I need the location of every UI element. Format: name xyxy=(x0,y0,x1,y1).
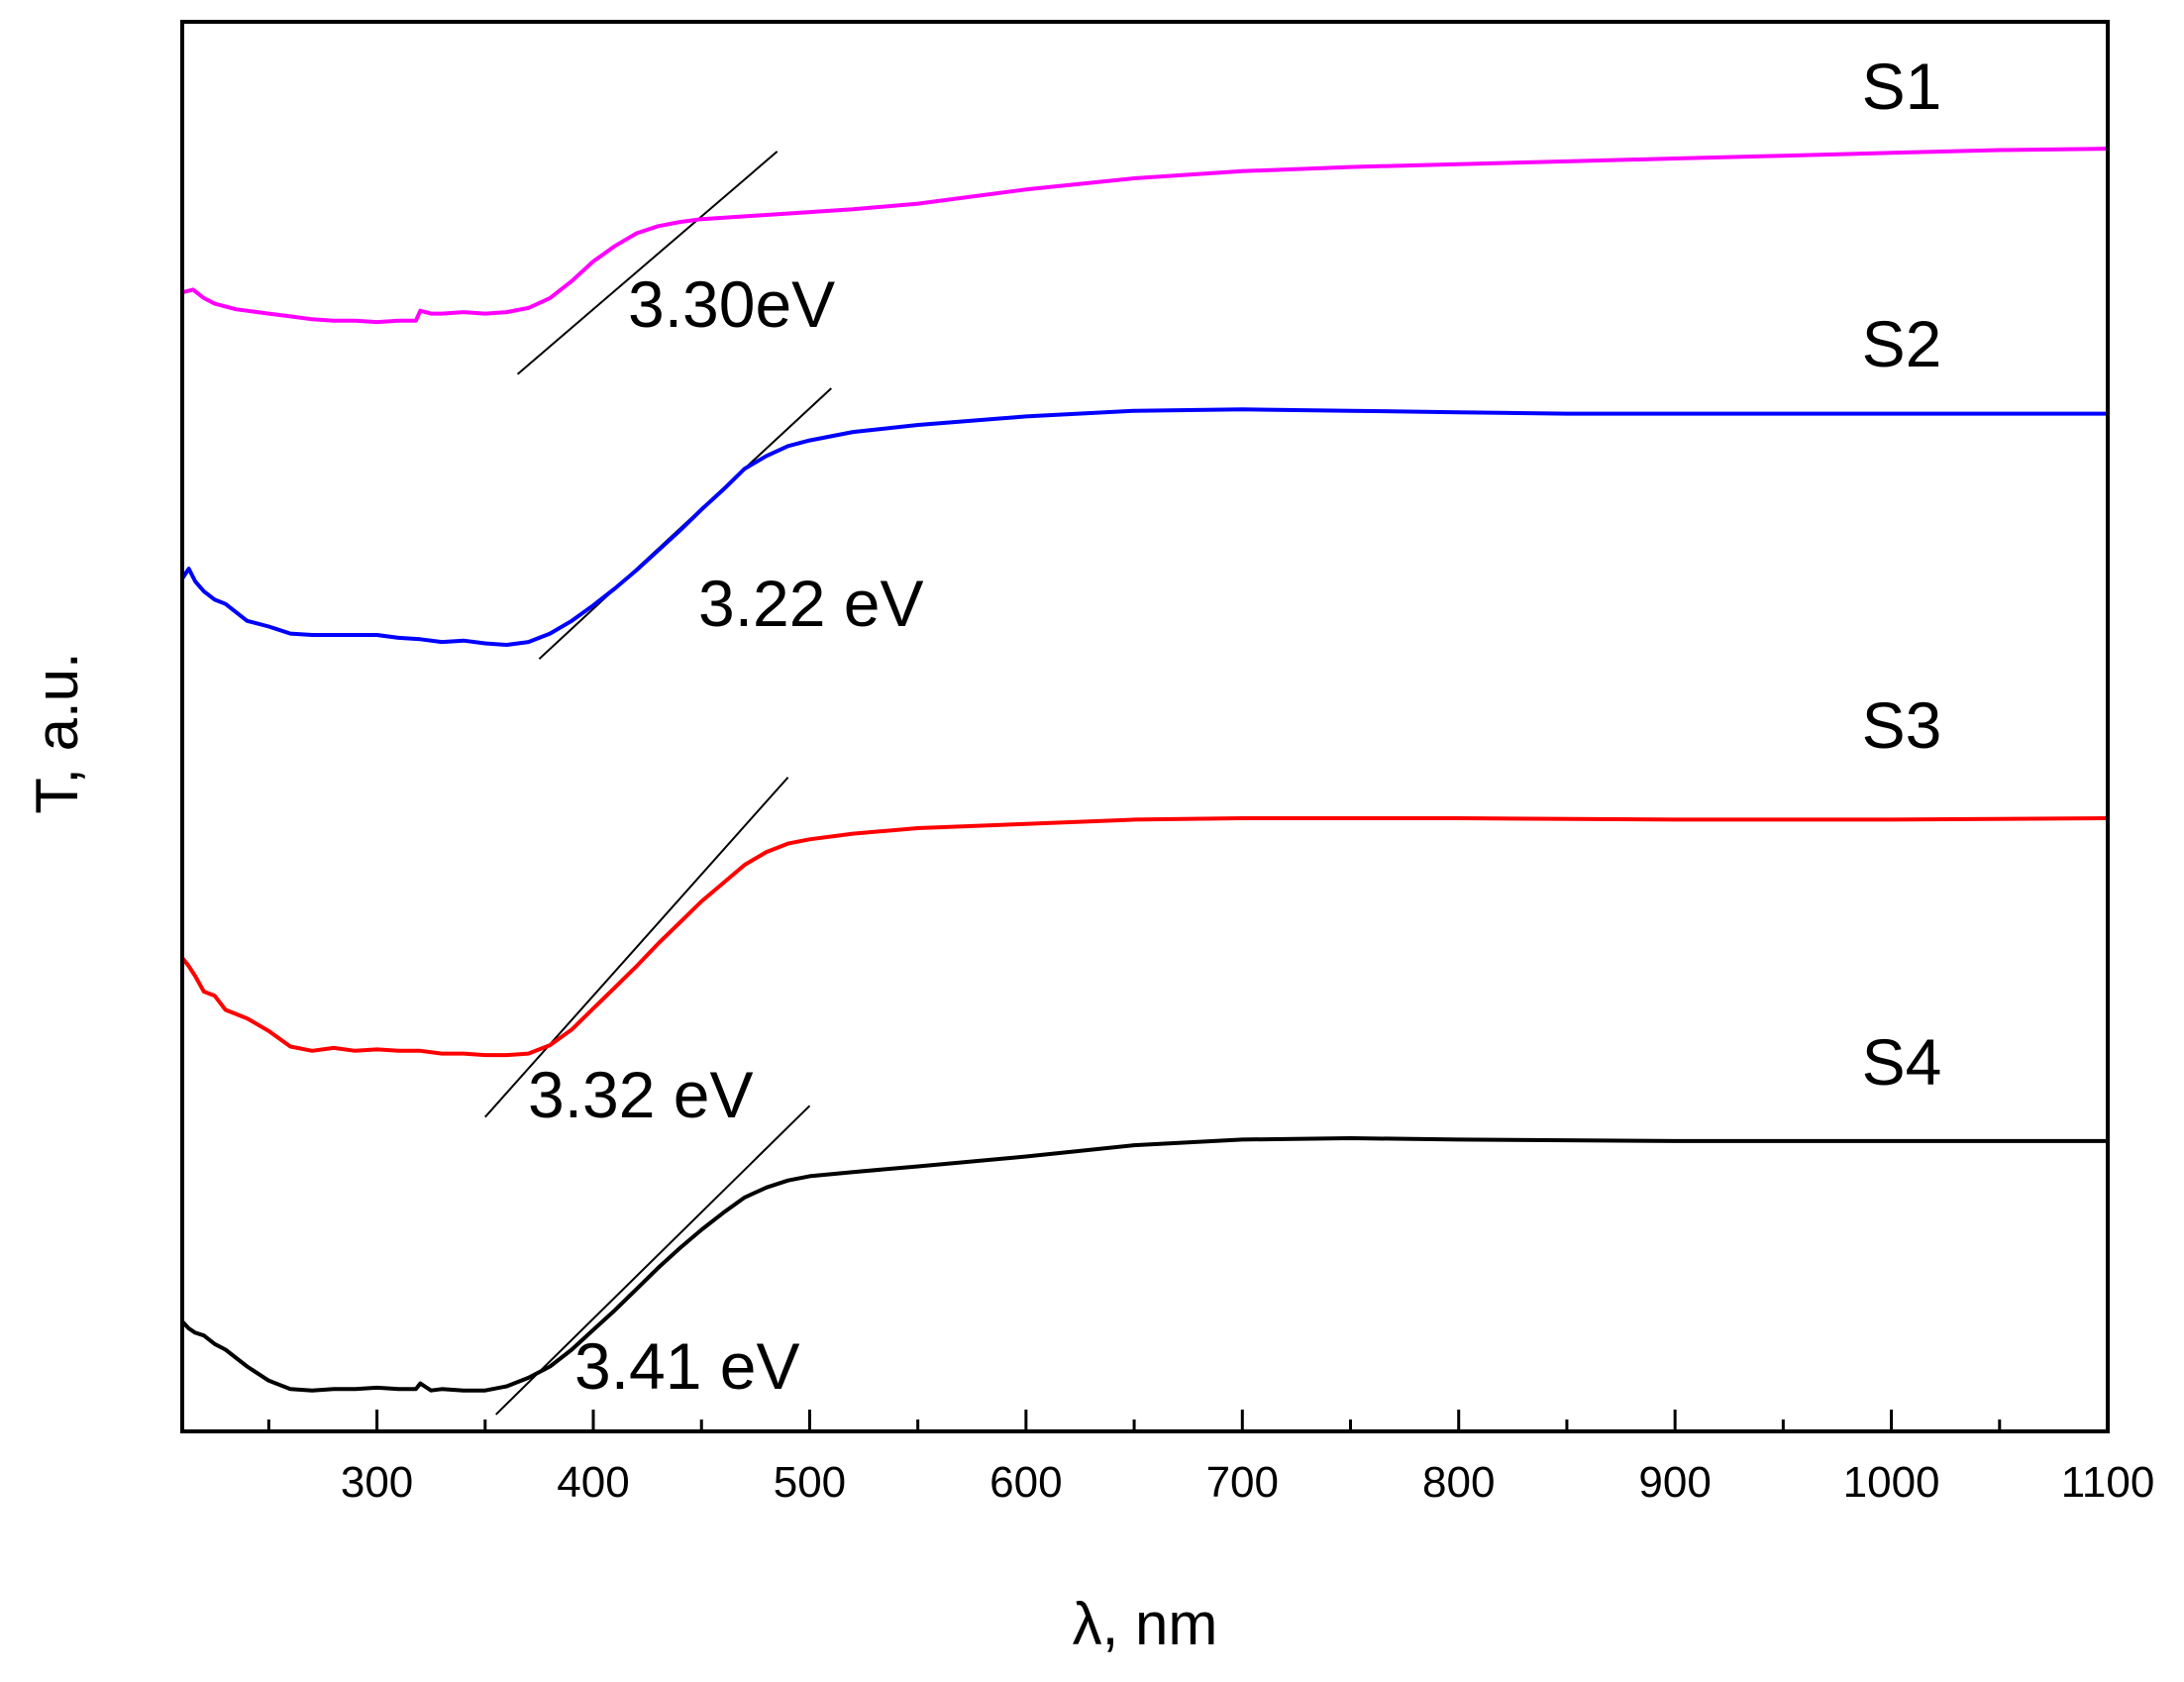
series-labels: S1 S2 S3 S4 xyxy=(1862,50,1942,1099)
y-axis-title: T, a.u. xyxy=(24,652,90,813)
x-tick-label-700: 700 xyxy=(1206,1458,1279,1507)
series-label-s2: S2 xyxy=(1862,307,1942,380)
x-tick-label-400: 400 xyxy=(557,1458,629,1507)
x-tick-label-300: 300 xyxy=(341,1458,413,1507)
onset-line-s3 xyxy=(484,777,789,1118)
x-tick-label-1000: 1000 xyxy=(1843,1458,1940,1507)
onset-label-s1: 3.30eV xyxy=(628,267,835,341)
onset-label-s3: 3.32 eV xyxy=(528,1058,754,1131)
x-tick-labels: 300 400 500 600 700 800 900 1000 1100 xyxy=(341,1458,2154,1507)
x-tick-label-800: 800 xyxy=(1422,1458,1495,1507)
x-tick-label-1100: 1100 xyxy=(2061,1458,2155,1507)
x-axis-title: λ, nm xyxy=(1073,1591,1218,1657)
onset-line-s1 xyxy=(516,151,779,375)
series-line-s3 xyxy=(180,816,2109,1058)
onset-tangent-lines xyxy=(484,151,832,1416)
series-line-s2 xyxy=(180,407,2108,647)
series-line-s4 xyxy=(180,1136,2108,1393)
x-tick-label-500: 500 xyxy=(774,1458,846,1507)
series-label-s4: S4 xyxy=(1862,1025,1942,1099)
onset-labels: 3.30eV 3.22 eV 3.32 eV 3.41 eV xyxy=(528,267,924,1403)
onset-line-s4 xyxy=(495,1104,811,1416)
series-label-s1: S1 xyxy=(1862,50,1942,123)
plot-frame xyxy=(180,20,2110,1433)
series-line-s1 xyxy=(181,147,2109,325)
x-tick-label-600: 600 xyxy=(989,1458,1062,1507)
onset-label-s4: 3.41 eV xyxy=(574,1329,800,1403)
series-label-s3: S3 xyxy=(1862,688,1942,762)
x-tick-label-900: 900 xyxy=(1638,1458,1711,1507)
onset-label-s2: 3.22 eV xyxy=(698,567,924,640)
series-lines xyxy=(180,147,2109,1393)
